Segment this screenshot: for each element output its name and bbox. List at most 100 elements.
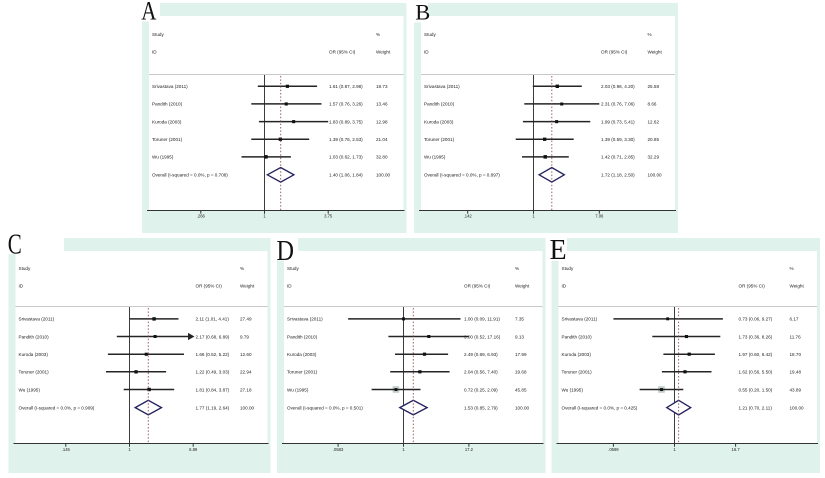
svg-text:2.03 (0.98, 4.20): 2.03 (0.98, 4.20) (601, 84, 635, 89)
svg-text:Srivastava (2011): Srivastava (2011) (424, 84, 460, 89)
svg-text:ID: ID (562, 284, 567, 289)
svg-text:Overall (I-squared = 0.0%, p: Overall (I-squared = 0.0%, p = 0.897) (424, 173, 500, 178)
svg-text:6.89: 6.89 (189, 447, 198, 452)
svg-text:19.73: 19.73 (376, 84, 388, 89)
svg-text:Wu (1995): Wu (1995) (562, 387, 584, 392)
svg-text:0.72 (0.25, 2.09): 0.72 (0.25, 2.09) (464, 387, 498, 392)
svg-text:Overall (I-squared = 0.0%, p: Overall (I-squared = 0.0%, p = 0.909) (19, 405, 95, 410)
svg-text:Toruner (2001): Toruner (2001) (19, 370, 50, 375)
svg-text:32.80: 32.80 (376, 155, 388, 160)
svg-text:1.53 (0.85, 2.79): 1.53 (0.85, 2.79) (464, 405, 498, 410)
svg-text:Weight: Weight (515, 284, 530, 289)
svg-text:1.22 (0.49, 3.03): 1.22 (0.49, 3.03) (196, 370, 230, 375)
svg-text:D: D (277, 235, 295, 267)
svg-text:1.73 (0.36, 8.26): 1.73 (0.36, 8.26) (739, 334, 773, 339)
svg-text:Study: Study (152, 32, 164, 37)
svg-text:19.48: 19.48 (790, 370, 802, 375)
svg-text:1: 1 (263, 214, 266, 219)
svg-text:18.70: 18.70 (790, 352, 802, 357)
svg-text:1.03 (0.62, 1.73): 1.03 (0.62, 1.73) (329, 155, 363, 160)
svg-text:Pandith (2010): Pandith (2010) (152, 102, 183, 107)
svg-text:Wu (1995): Wu (1995) (424, 155, 446, 160)
svg-text:1: 1 (532, 214, 535, 219)
svg-text:%: % (790, 266, 794, 271)
svg-text:2.49 (0.69, 6.93): 2.49 (0.69, 6.93) (464, 352, 498, 357)
svg-text:Weight: Weight (376, 50, 391, 55)
svg-text:%: % (376, 32, 380, 37)
svg-text:Study: Study (19, 266, 31, 271)
svg-text:OR (95% CI): OR (95% CI) (329, 50, 356, 55)
svg-text:2.04 (0.56, 7.40): 2.04 (0.56, 7.40) (464, 370, 498, 375)
svg-text:1.83 (0.89, 3.75): 1.83 (0.89, 3.75) (329, 119, 363, 124)
svg-text:17.2: 17.2 (465, 447, 474, 452)
svg-text:Toruner (2001): Toruner (2001) (424, 137, 455, 142)
svg-text:100.00: 100.00 (240, 405, 254, 410)
svg-text:1.42 (0.71, 2.85): 1.42 (0.71, 2.85) (601, 155, 635, 160)
svg-text:.0599: .0599 (608, 447, 619, 452)
svg-text:17.99: 17.99 (515, 352, 527, 357)
svg-text:Kuroda (2003): Kuroda (2003) (287, 352, 317, 357)
svg-text:Wu (1995): Wu (1995) (19, 387, 41, 392)
svg-text:100.00: 100.00 (515, 405, 529, 410)
svg-text:Srivastava (2011): Srivastava (2011) (152, 84, 188, 89)
svg-text:%: % (240, 266, 244, 271)
svg-text:1.66 (0.52, 5.22): 1.66 (0.52, 5.22) (196, 352, 230, 357)
svg-text:1.72 (1.18, 2.50): 1.72 (1.18, 2.50) (601, 173, 635, 178)
svg-text:B: B (415, 0, 430, 25)
svg-text:7.35: 7.35 (515, 317, 524, 322)
svg-text:43.89: 43.89 (790, 387, 802, 392)
svg-text:45.85: 45.85 (515, 387, 527, 392)
svg-text:27.49: 27.49 (240, 317, 252, 322)
svg-text:1.99 (0.73, 5.41): 1.99 (0.73, 5.41) (601, 119, 635, 124)
svg-text:22.94: 22.94 (240, 370, 252, 375)
svg-text:Weight: Weight (790, 284, 805, 289)
svg-text:27.18: 27.18 (240, 387, 252, 392)
svg-text:3.00 (0.52, 17.16): 3.00 (0.52, 17.16) (464, 334, 501, 339)
svg-text:C: C (8, 229, 22, 260)
svg-text:Kuroda (2003): Kuroda (2003) (424, 119, 454, 124)
svg-text:1.81 (0.84, 3.87): 1.81 (0.84, 3.87) (196, 387, 230, 392)
svg-text:Study: Study (287, 266, 299, 271)
svg-text:Kuroda (2003): Kuroda (2003) (152, 119, 182, 124)
svg-text:E: E (550, 235, 567, 266)
svg-text:Overall (I-squared = 0.0%, p: Overall (I-squared = 0.0%, p = 0.425) (562, 405, 638, 410)
svg-text:Wu (1995): Wu (1995) (287, 387, 309, 392)
svg-text:Study: Study (562, 266, 574, 271)
svg-text:ID: ID (19, 284, 24, 289)
svg-text:.142: .142 (464, 214, 473, 219)
svg-text:1.77 (1.19, 2.64): 1.77 (1.19, 2.64) (196, 405, 230, 410)
svg-text:1: 1 (128, 447, 131, 452)
svg-text:Toruner (2001): Toruner (2001) (152, 137, 183, 142)
svg-text:Wu (1995): Wu (1995) (152, 155, 174, 160)
svg-text:25.58: 25.58 (648, 84, 660, 89)
svg-text:12.62: 12.62 (648, 119, 660, 124)
svg-text:Pandith (2010): Pandith (2010) (287, 334, 318, 339)
svg-text:12.98: 12.98 (376, 119, 388, 124)
svg-text:2.11 (1.01, 4.41): 2.11 (1.01, 4.41) (196, 317, 230, 322)
svg-text:1.39 (0.76, 2.53): 1.39 (0.76, 2.53) (329, 137, 363, 142)
svg-text:Overall (I-squared = 0.0%, p: Overall (I-squared = 0.0%, p = 0.501) (287, 405, 363, 410)
svg-text:0.55 (0.20, 1.50): 0.55 (0.20, 1.50) (739, 387, 773, 392)
svg-text:21.04: 21.04 (376, 137, 388, 142)
svg-text:7.06: 7.06 (595, 214, 604, 219)
svg-text:Toruner (2001): Toruner (2001) (287, 370, 318, 375)
svg-text:Toruner (2001): Toruner (2001) (562, 370, 593, 375)
svg-text:9.13: 9.13 (515, 334, 524, 339)
svg-text:%: % (648, 32, 652, 37)
svg-text:100.00: 100.00 (648, 173, 662, 178)
svg-text:Srivastava (2011): Srivastava (2011) (287, 317, 323, 322)
svg-text:OR (95% CI): OR (95% CI) (196, 284, 223, 289)
svg-text:ID: ID (287, 284, 292, 289)
svg-text:.266: .266 (197, 214, 206, 219)
svg-text:1.62 (0.56, 5.50): 1.62 (0.56, 5.50) (739, 370, 773, 375)
svg-text:OR (95% CI): OR (95% CI) (739, 284, 766, 289)
svg-text:6.17: 6.17 (790, 317, 799, 322)
svg-text:Srivastava (2011): Srivastava (2011) (19, 317, 55, 322)
svg-text:8.66: 8.66 (648, 102, 657, 107)
svg-text:20.85: 20.85 (648, 137, 660, 142)
svg-text:32.29: 32.29 (648, 155, 660, 160)
svg-text:9.79: 9.79 (240, 334, 249, 339)
svg-text:11.76: 11.76 (790, 334, 802, 339)
svg-text:100.00: 100.00 (376, 173, 390, 178)
svg-text:100.00: 100.00 (790, 405, 804, 410)
